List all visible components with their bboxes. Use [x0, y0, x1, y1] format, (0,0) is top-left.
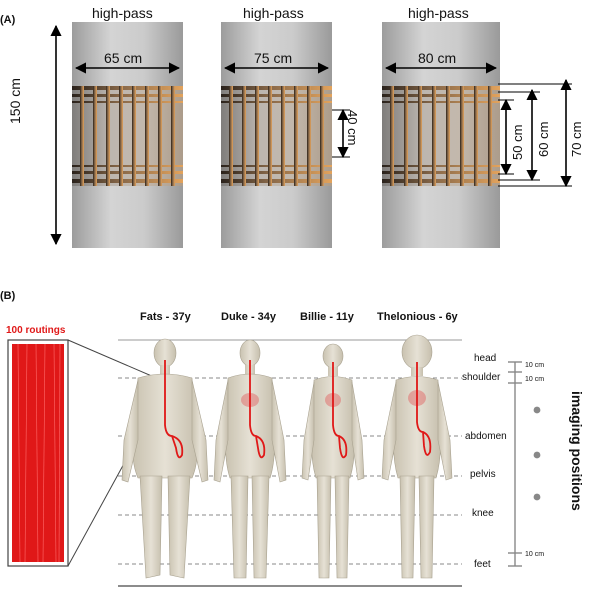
body-model-1	[121, 338, 209, 579]
coil-1-end-rings	[72, 86, 183, 183]
wire-1	[164, 360, 184, 459]
label-40cm: 40 cm	[345, 110, 360, 146]
position-dots	[533, 406, 541, 501]
label-80cm: 80 cm	[418, 50, 457, 66]
body-model-3	[301, 343, 365, 579]
body-model-2	[213, 339, 287, 579]
body-model-4	[381, 334, 453, 579]
coil-1-rungs	[80, 86, 175, 186]
label-70cm: 70 cm	[569, 121, 584, 157]
label-65cm: 65 cm	[104, 50, 143, 66]
extension-lines-a	[332, 83, 572, 187]
model-name-4: Thelonious - 6y	[377, 311, 458, 323]
coil-3-end-rings	[382, 86, 500, 183]
spacing-label-3: 10 cm	[525, 551, 545, 558]
routings-bundle	[12, 344, 64, 562]
position-head: head	[474, 353, 497, 364]
panel-b-label: (B)	[0, 290, 16, 302]
label-60cm: 60 cm	[536, 121, 551, 157]
position-knee: knee	[472, 508, 494, 519]
coil-1	[72, 22, 183, 248]
position-abdomen: abdomen	[465, 431, 507, 442]
label-150cm: 150 cm	[7, 78, 23, 124]
coil-3-rungs	[390, 86, 492, 186]
coil-2	[221, 22, 332, 248]
position-feet: feet	[474, 559, 491, 570]
panel-a-label: (A)	[0, 14, 16, 26]
coil-1-title: high-pass	[92, 5, 153, 21]
wire-2	[249, 360, 266, 459]
wire-4	[416, 362, 432, 456]
coil-2-end-rings	[221, 86, 332, 183]
model-name-2: Duke - 34y	[221, 311, 277, 323]
imaging-positions-title: imaging positions	[569, 391, 585, 511]
position-shoulder: shoulder	[462, 372, 501, 383]
spacing-label-1: 10 cm	[525, 362, 545, 369]
coil-2-rungs	[229, 86, 324, 186]
coil-2-title: high-pass	[243, 5, 304, 21]
model-name-3: Billie - 11y	[300, 311, 354, 323]
label-75cm: 75 cm	[254, 50, 293, 66]
wire-3	[332, 362, 348, 459]
dimension-arrows-a	[50, 24, 572, 246]
model-name-1: Fats - 37y	[140, 311, 191, 323]
routings-strands	[17, 343, 61, 563]
coil-3	[382, 22, 500, 248]
routings-label: 100 routings	[6, 325, 66, 336]
spacing-label-2: 10 cm	[525, 376, 545, 383]
position-scale	[508, 361, 522, 567]
coil-3-title: high-pass	[408, 5, 469, 21]
position-pelvis: pelvis	[470, 469, 496, 480]
label-50cm: 50 cm	[510, 124, 525, 160]
